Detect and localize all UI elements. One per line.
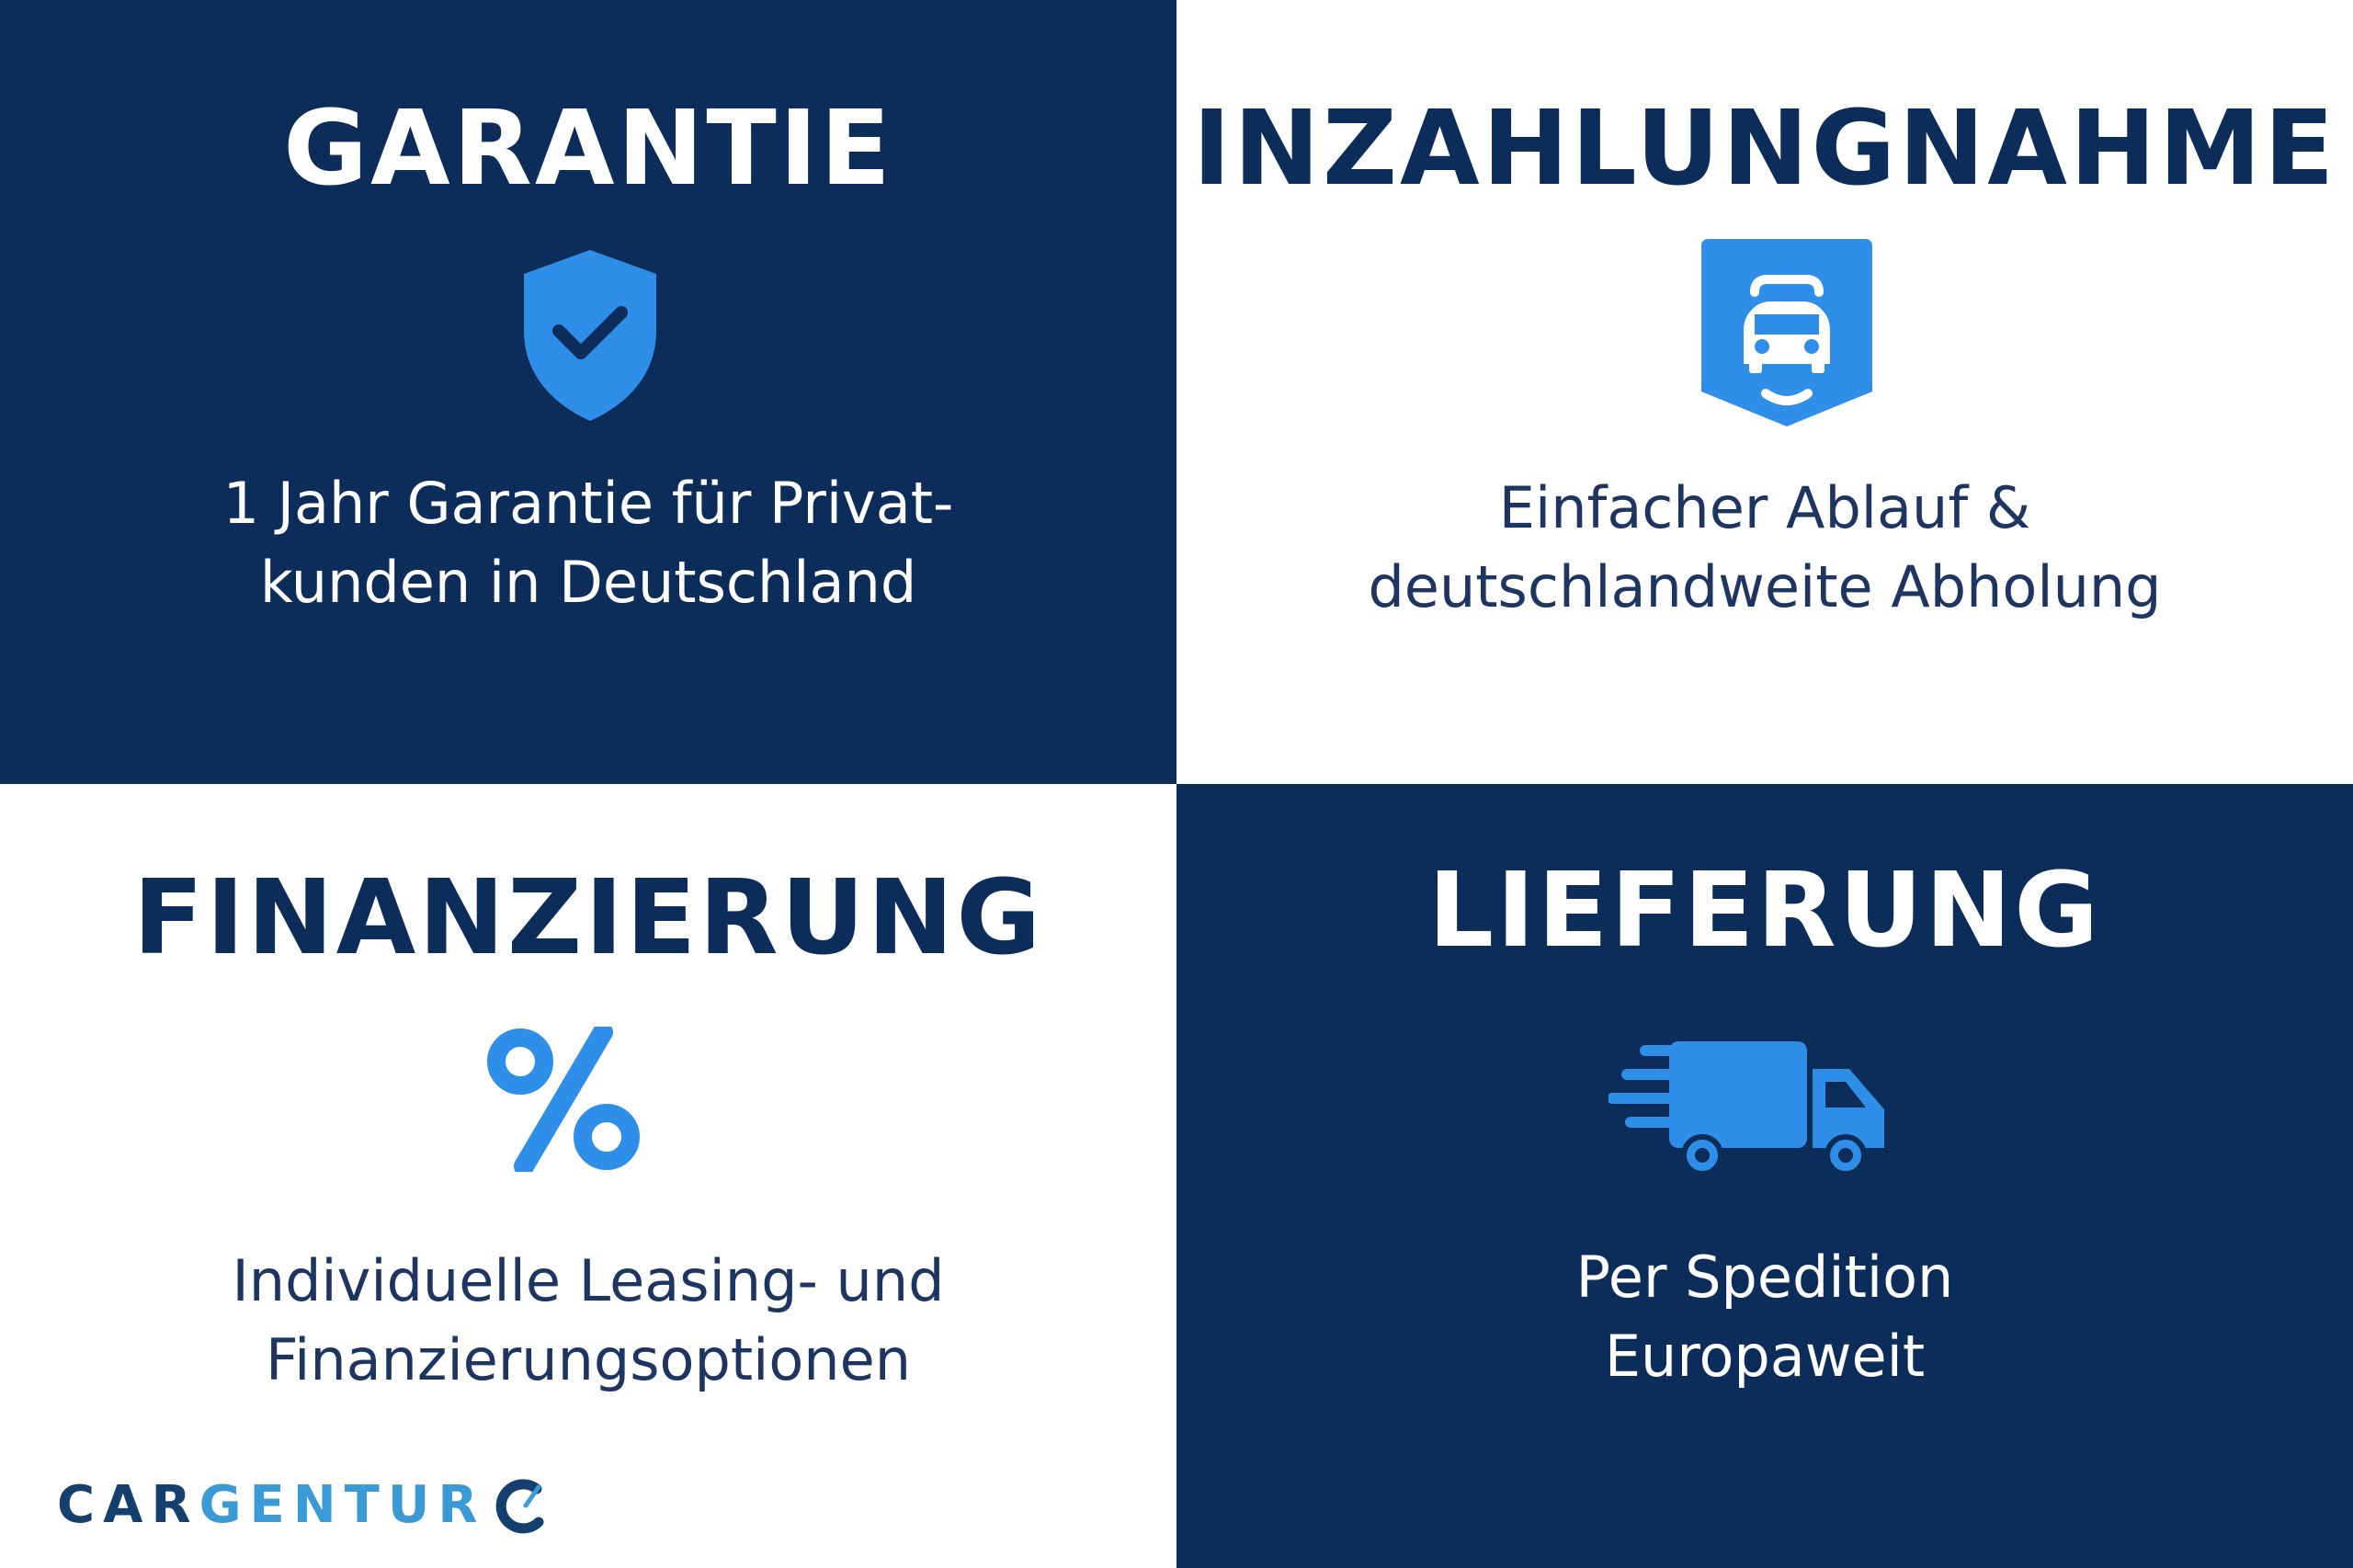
- panel-description: Per Spedition Europaweit: [1176, 1238, 2353, 1396]
- panel-garantie: GARANTIE 1 Jahr Garantie für Privat- kun…: [0, 0, 1176, 784]
- car-trade-in-icon: [1701, 239, 1872, 426]
- panel-title: GARANTIE: [283, 89, 893, 209]
- panel-inzahlungnahme: INZAHLUNGNAHME Einfacher Ablauf & deutsc…: [1176, 0, 2353, 784]
- shield-check-icon: [524, 250, 656, 421]
- panel-title: INZAHLUNGNAHME: [1192, 89, 2337, 209]
- description-line: Finanzierungsoptionen: [265, 1326, 912, 1393]
- delivery-truck-icon: [1608, 1041, 1884, 1176]
- panel-finanzierung: FINANZIERUNG Individuelle Leasing- und F…: [0, 784, 1176, 1568]
- panel-lieferung: LIEFERUNG Per Spedition Europaweit: [1176, 784, 2353, 1568]
- panel-description: 1 Jahr Garantie für Privat- kunden in De…: [0, 464, 1176, 622]
- description-line: Per Spedition: [1575, 1244, 1954, 1311]
- panel-description: Einfacher Ablauf & deutschlandweite Abho…: [1176, 469, 2353, 627]
- description-line: Einfacher Ablauf &: [1498, 474, 2031, 541]
- panel-title: FINANZIERUNG: [132, 858, 1044, 978]
- panel-description: Individuelle Leasing- und Finanzierungso…: [0, 1242, 1176, 1400]
- logo-c-icon: [496, 1478, 544, 1533]
- description-line: Europaweit: [1604, 1323, 1926, 1390]
- description-line: Individuelle Leasing- und: [232, 1247, 945, 1314]
- description-line: deutschlandweite Abholung: [1368, 553, 2162, 620]
- description-line: 1 Jahr Garantie für Privat-: [222, 470, 954, 537]
- logo-text-car: CAR: [57, 1475, 199, 1535]
- cargentur-logo: CAR GENTUR: [57, 1475, 550, 1535]
- panel-title: LIEFERUNG: [1427, 851, 2102, 971]
- description-line: kunden in Deutschland: [259, 549, 917, 616]
- logo-text-gentur: GENTUR: [199, 1475, 486, 1535]
- percent-icon: [487, 1027, 640, 1172]
